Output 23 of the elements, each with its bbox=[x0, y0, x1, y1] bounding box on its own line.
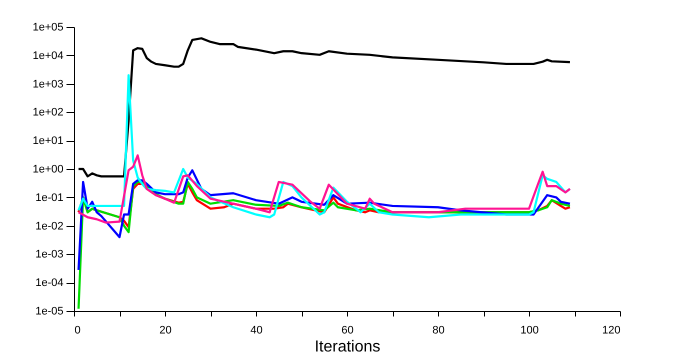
line-series bbox=[77, 37, 572, 178]
x-tick-label: 40 bbox=[250, 324, 263, 336]
y-tick-label: 1e+04 bbox=[32, 50, 64, 62]
y-tick-label: 1e-01 bbox=[35, 192, 64, 204]
y-tick-label: 1e-04 bbox=[35, 277, 64, 290]
y-tick-label: 1e+00 bbox=[32, 164, 64, 176]
x-tick-label: 100 bbox=[520, 324, 539, 336]
y-tick-label: 1e-05 bbox=[35, 306, 64, 318]
y-tick-label: 1e+03 bbox=[32, 78, 64, 90]
x-tick-label: 60 bbox=[341, 324, 354, 336]
x-tick-label: 80 bbox=[432, 324, 445, 336]
line-series bbox=[77, 169, 572, 271]
y-tick-label: 1e+05 bbox=[32, 22, 64, 34]
x-tick-label: 20 bbox=[159, 324, 172, 336]
x-tick-label: 120 bbox=[602, 324, 620, 336]
y-tick-label: 1e+02 bbox=[32, 106, 64, 119]
y-tick-label: 1e-03 bbox=[35, 248, 64, 261]
line-series bbox=[77, 154, 572, 224]
x-tick-label: 0 bbox=[74, 324, 81, 336]
y-tick-label: 1e+01 bbox=[32, 135, 64, 148]
x-axis-title: Iterations bbox=[314, 338, 380, 356]
line-series bbox=[77, 180, 572, 310]
y-tick-label: 1e-02 bbox=[35, 220, 64, 232]
